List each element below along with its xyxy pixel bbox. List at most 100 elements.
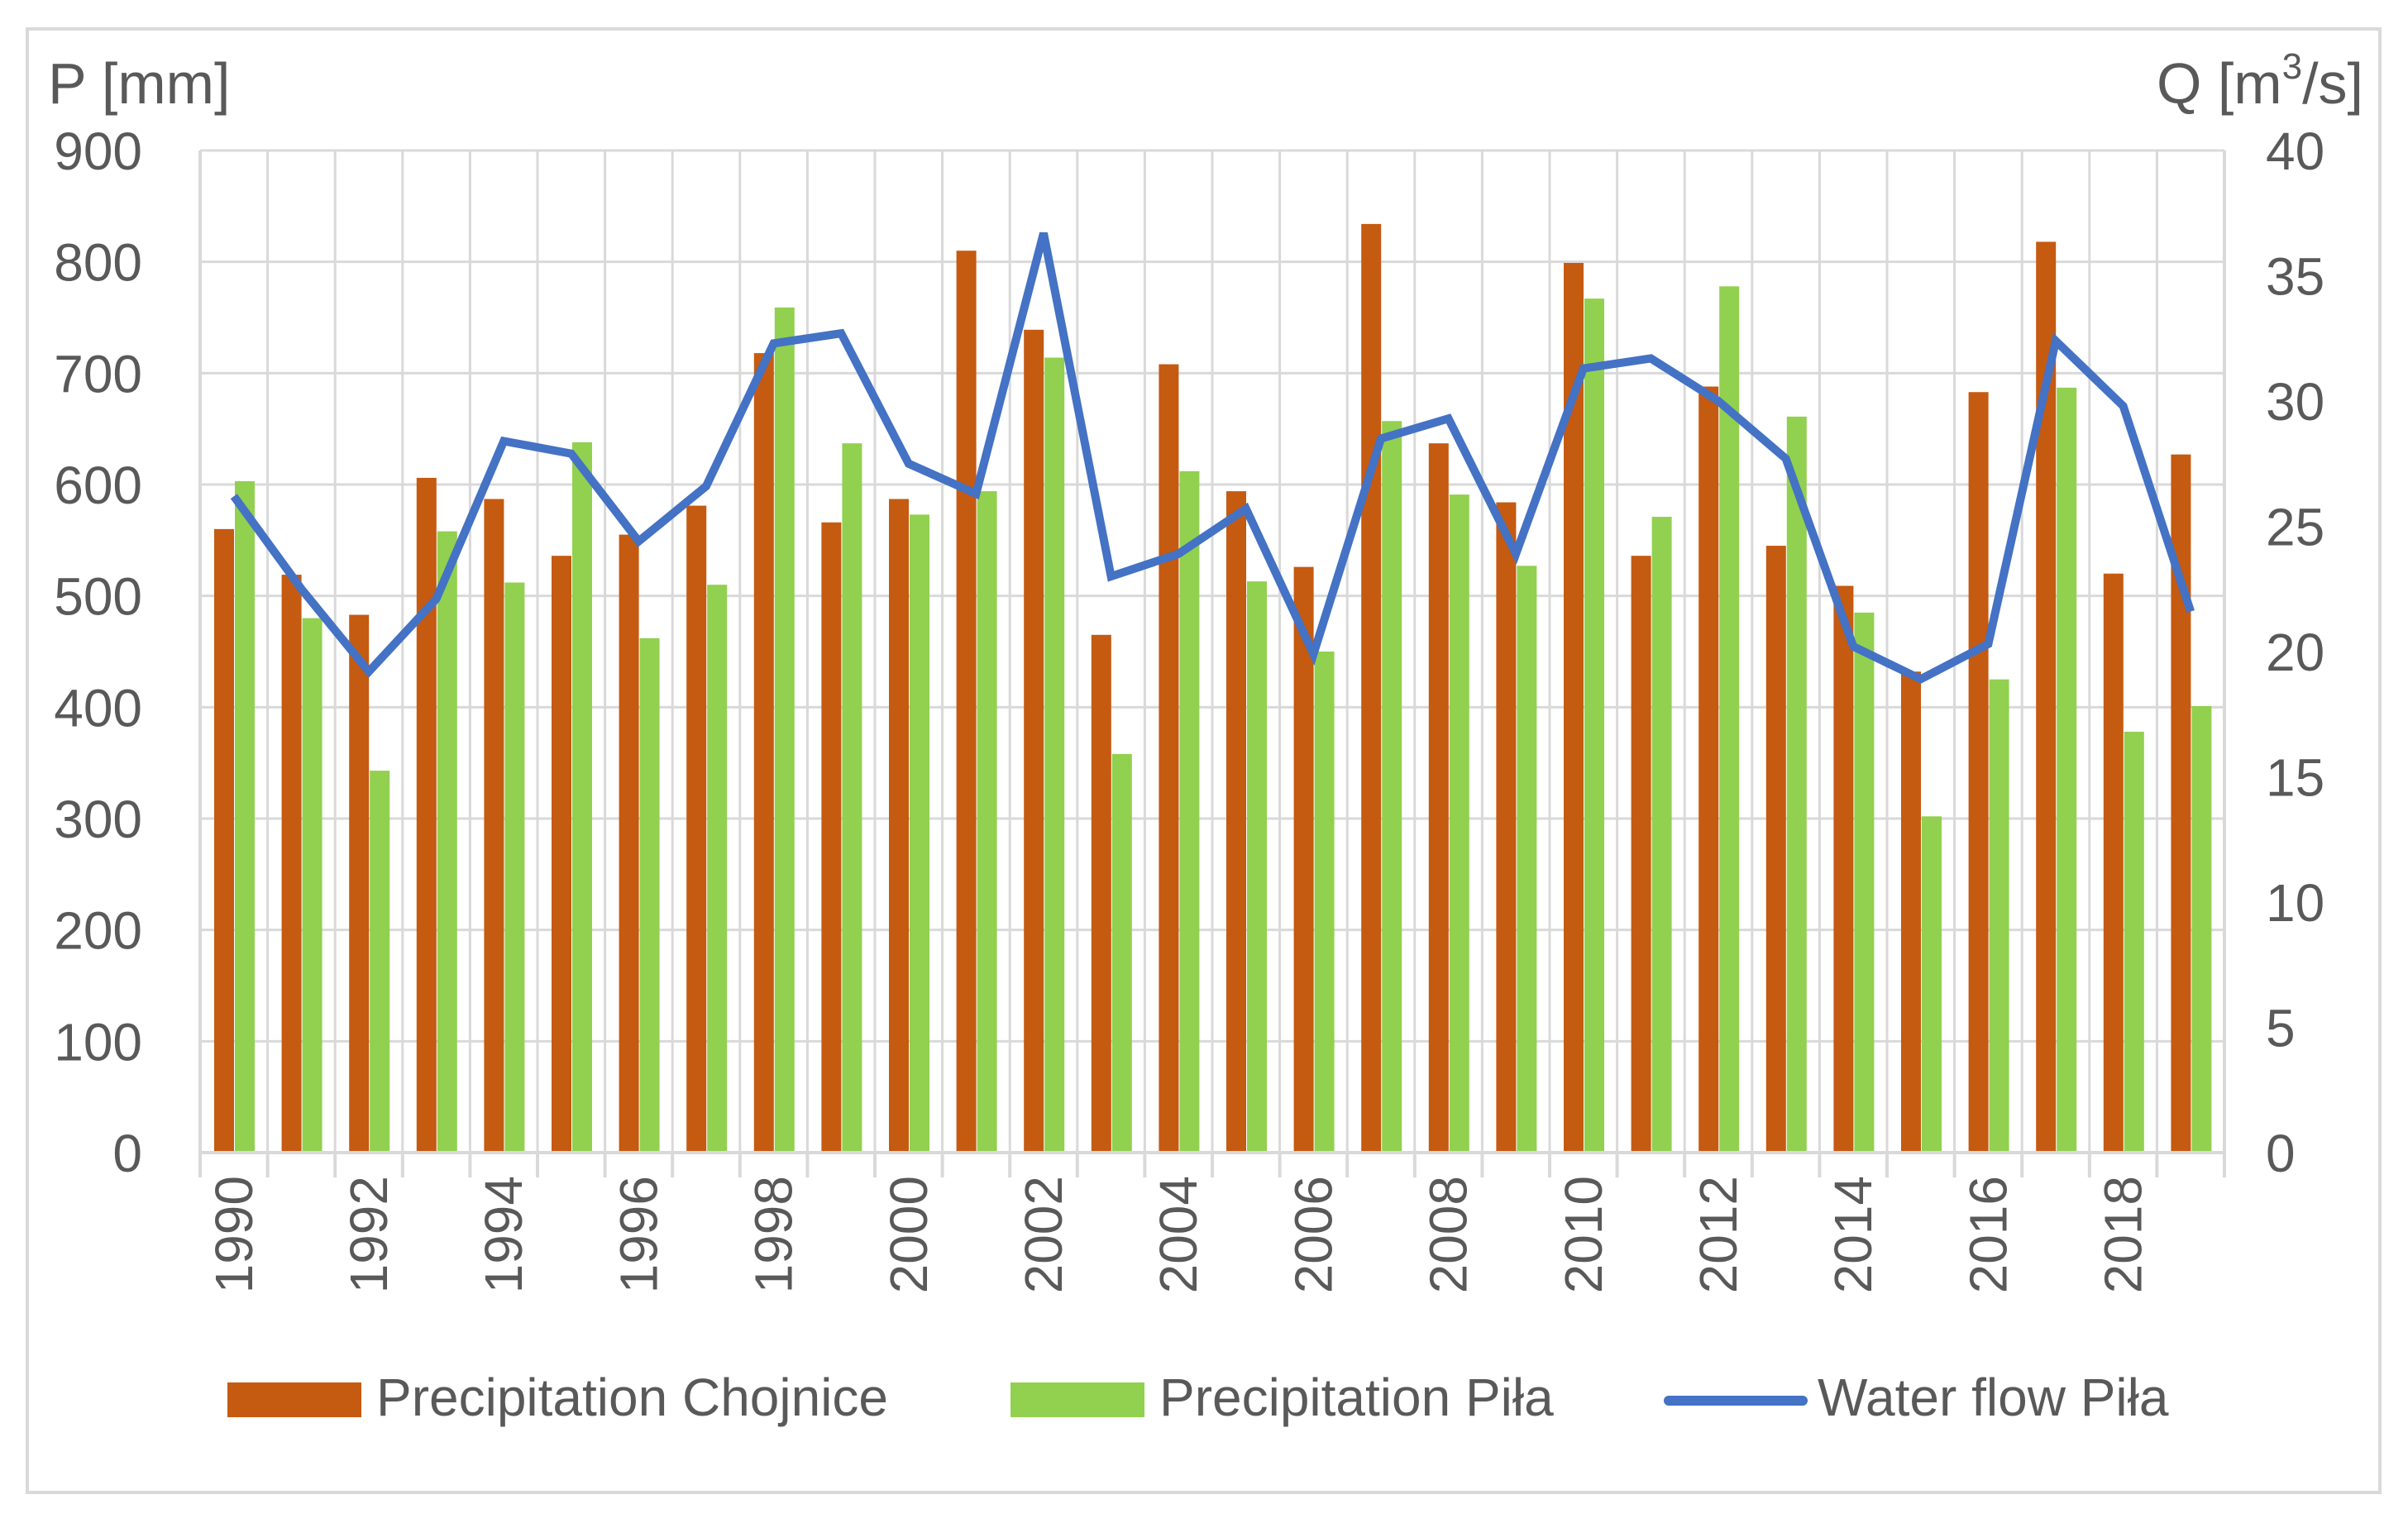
bar-chojnice-2009 bbox=[1496, 502, 1517, 1153]
legend-item-precipitation-pila: Precipitation Piła bbox=[1010, 1368, 1554, 1427]
legend: Precipitation Chojnice Precipitation Pił… bbox=[227, 1368, 2169, 1427]
bar-pila-2009 bbox=[1517, 566, 1537, 1153]
bar-chojnice-1990 bbox=[214, 528, 234, 1153]
x-tick-label-2012: 2012 bbox=[1689, 1176, 1748, 1293]
bar-pila-1991 bbox=[302, 618, 322, 1153]
right-tick-label: 20 bbox=[2266, 623, 2324, 682]
bar-chojnice-2013 bbox=[1765, 546, 1786, 1153]
x-tick-label-1996: 1996 bbox=[609, 1176, 668, 1293]
bar-pila-1997 bbox=[707, 585, 728, 1153]
bar-pila-1992 bbox=[370, 771, 390, 1153]
left-tick-label: 200 bbox=[54, 901, 142, 961]
bar-chojnice-1999 bbox=[821, 522, 842, 1153]
legend-label-pila: Precipitation Piła bbox=[1159, 1368, 1554, 1427]
bar-pila-1995 bbox=[572, 442, 592, 1153]
legend-swatch-chojnice bbox=[227, 1382, 361, 1417]
bar-chojnice-2008 bbox=[1428, 443, 1449, 1153]
bar-pila-2018 bbox=[2124, 731, 2144, 1153]
x-tick-label-2000: 2000 bbox=[879, 1176, 939, 1293]
bar-pila-2019 bbox=[2191, 705, 2212, 1153]
bar-pila-2016 bbox=[1989, 679, 2009, 1153]
right-tick-label: 0 bbox=[2266, 1124, 2296, 1183]
bar-pila-1996 bbox=[639, 637, 660, 1153]
left-tick-label: 800 bbox=[54, 233, 142, 293]
bar-chojnice-2016 bbox=[1968, 392, 1989, 1153]
x-tick-label-2010: 2010 bbox=[1554, 1176, 1613, 1293]
legend-swatch-pila bbox=[1010, 1382, 1144, 1417]
legend-label-water-flow: Water flow Piła bbox=[1818, 1368, 2169, 1427]
bar-chojnice-2018 bbox=[2103, 573, 2124, 1153]
right-tick-label: 25 bbox=[2266, 498, 2324, 557]
bar-pila-2011 bbox=[1651, 517, 1672, 1153]
bar-pila-2017 bbox=[2057, 387, 2077, 1153]
bar-pila-2005 bbox=[1247, 581, 1267, 1153]
bar-pila-2004 bbox=[1179, 470, 1200, 1153]
left-tick-label: 600 bbox=[54, 456, 142, 515]
legend-item-precipitation-chojnice: Precipitation Chojnice bbox=[227, 1368, 888, 1427]
line-water-flow-pila bbox=[230, 232, 2195, 684]
x-tick-label-2014: 2014 bbox=[1823, 1176, 1883, 1293]
bar-pila-2006 bbox=[1314, 652, 1335, 1153]
x-tick-label-2004: 2004 bbox=[1149, 1176, 1208, 1293]
bar-chojnice-1992 bbox=[349, 614, 370, 1153]
x-tick-label-2008: 2008 bbox=[1419, 1176, 1479, 1293]
bar-pila-2007 bbox=[1382, 421, 1402, 1153]
right-tick-label: 40 bbox=[2266, 122, 2324, 181]
bar-chojnice-2007 bbox=[1361, 223, 1382, 1153]
left-tick-label: 0 bbox=[112, 1124, 142, 1183]
left-tick-label: 100 bbox=[54, 1012, 142, 1072]
right-tick-label: 35 bbox=[2266, 247, 2324, 307]
legend-label-chojnice: Precipitation Chojnice bbox=[376, 1368, 888, 1427]
bar-pila-2002 bbox=[1044, 357, 1065, 1153]
x-tick-label-2002: 2002 bbox=[1014, 1176, 1073, 1293]
tick-labels-group: 0 100 200 300 400 500 600 700 800 900 0 5 10 15 20 25 30… bbox=[54, 122, 2324, 1293]
bar-chojnice-2003 bbox=[1091, 634, 1111, 1153]
left-tick-label: 700 bbox=[54, 344, 142, 403]
bar-chojnice-1994 bbox=[484, 499, 504, 1153]
axes-group bbox=[198, 150, 2226, 1177]
bar-chojnice-2014 bbox=[1833, 585, 1854, 1153]
left-tick-label: 300 bbox=[54, 790, 142, 849]
bar-chojnice-2012 bbox=[1698, 386, 1719, 1153]
bar-series-group bbox=[214, 223, 2212, 1153]
bar-chojnice-1997 bbox=[686, 505, 707, 1153]
x-tick-label-1994: 1994 bbox=[474, 1176, 533, 1293]
bar-pila-2003 bbox=[1111, 753, 1132, 1153]
bar-pila-2013 bbox=[1786, 416, 1807, 1153]
x-tick-label-2016: 2016 bbox=[1958, 1176, 2018, 1293]
legend-item-water-flow-pila: Water flow Piła bbox=[1664, 1368, 2169, 1427]
bar-pila-1994 bbox=[504, 582, 525, 1153]
bar-chojnice-2002 bbox=[1024, 329, 1044, 1153]
right-tick-label: 10 bbox=[2266, 873, 2324, 933]
left-tick-label: 900 bbox=[54, 122, 142, 181]
bar-pila-2015 bbox=[1922, 816, 1942, 1153]
bar-chojnice-1995 bbox=[552, 556, 571, 1153]
line-series-group bbox=[230, 232, 2195, 684]
left-tick-label: 400 bbox=[54, 678, 142, 738]
bar-pila-2010 bbox=[1584, 298, 1604, 1153]
right-tick-label: 15 bbox=[2266, 748, 2324, 808]
bar-pila-1990 bbox=[235, 480, 255, 1153]
bar-pila-2001 bbox=[977, 491, 997, 1153]
bar-chojnice-1998 bbox=[753, 353, 774, 1153]
bar-chojnice-2011 bbox=[1631, 556, 1651, 1153]
bar-pila-2000 bbox=[910, 514, 929, 1153]
right-tick-label: 30 bbox=[2266, 372, 2324, 432]
bar-pila-2014 bbox=[1854, 612, 1875, 1153]
bar-pila-1999 bbox=[842, 443, 862, 1153]
bar-chojnice-2015 bbox=[1901, 671, 1921, 1153]
x-tick-label-2018: 2018 bbox=[2094, 1176, 2153, 1293]
bar-chojnice-2005 bbox=[1226, 491, 1246, 1153]
bar-pila-2012 bbox=[1719, 286, 1740, 1153]
right-axis-title: Q [m3/s] bbox=[2157, 46, 2363, 116]
bar-pila-2008 bbox=[1449, 494, 1469, 1153]
bar-pila-1993 bbox=[437, 531, 457, 1153]
x-tick-label-1992: 1992 bbox=[339, 1176, 399, 1293]
left-axis-title: P [mm] bbox=[48, 51, 230, 116]
bar-chojnice-1996 bbox=[619, 534, 639, 1153]
x-tick-label-2006: 2006 bbox=[1283, 1176, 1343, 1293]
bar-chojnice-2000 bbox=[889, 499, 909, 1153]
left-tick-label: 500 bbox=[54, 567, 142, 627]
